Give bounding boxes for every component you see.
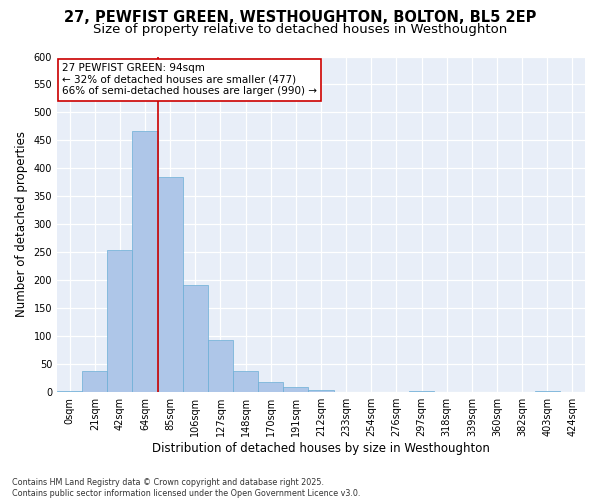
Y-axis label: Number of detached properties: Number of detached properties xyxy=(15,132,28,318)
Text: 27 PEWFIST GREEN: 94sqm
← 32% of detached houses are smaller (477)
66% of semi-d: 27 PEWFIST GREEN: 94sqm ← 32% of detache… xyxy=(62,63,317,96)
Bar xyxy=(57,390,82,392)
Bar xyxy=(409,391,434,392)
Bar xyxy=(208,340,233,392)
Bar xyxy=(158,177,183,392)
Bar xyxy=(308,390,334,392)
Text: Contains HM Land Registry data © Crown copyright and database right 2025.
Contai: Contains HM Land Registry data © Crown c… xyxy=(12,478,361,498)
Text: Size of property relative to detached houses in Westhoughton: Size of property relative to detached ho… xyxy=(93,22,507,36)
Bar xyxy=(82,371,107,392)
Bar xyxy=(535,391,560,392)
Bar xyxy=(233,371,258,392)
Text: 27, PEWFIST GREEN, WESTHOUGHTON, BOLTON, BL5 2EP: 27, PEWFIST GREEN, WESTHOUGHTON, BOLTON,… xyxy=(64,10,536,25)
Bar xyxy=(183,285,208,392)
Bar xyxy=(258,382,283,392)
Bar xyxy=(107,250,133,392)
Bar xyxy=(283,386,308,392)
X-axis label: Distribution of detached houses by size in Westhoughton: Distribution of detached houses by size … xyxy=(152,442,490,455)
Bar xyxy=(133,131,158,392)
